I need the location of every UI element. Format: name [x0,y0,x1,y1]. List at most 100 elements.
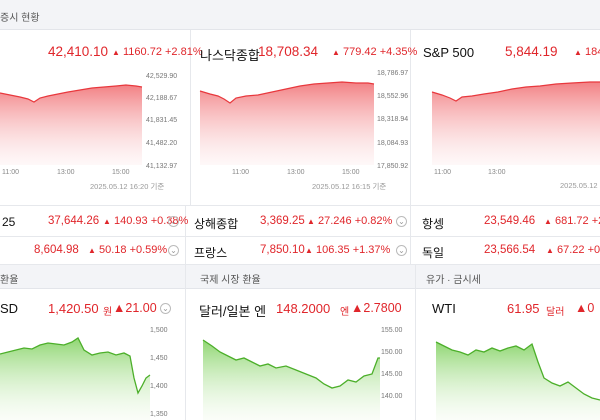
y-tick: 42,529.90 [146,73,178,80]
item-change: ▲ 681.72 +2 [544,215,600,227]
fx-name: WTI [432,301,456,316]
y-tick: 18,084.93 [377,140,409,147]
item-value: 7,850.10 [260,244,305,256]
section-title: 증시 현황 [0,13,40,24]
line-dow [0,84,143,103]
y-tick: 1,500 [150,327,168,334]
y-tick: 140.00 [381,393,403,400]
section-title: 국제 시장 환율 [200,275,261,286]
divider [410,205,411,264]
y-tick: 1,450 [150,355,168,362]
summary-item[interactable]: 상해종합 3,369.25 ▲ 27.246 +0.82% ⌄ [185,206,410,236]
index-panel-dow[interactable]: 42,410.10 ▲ 1160.72 +2.81% 42,529.90 42,… [0,30,203,205]
fx-panel-wti[interactable]: WTI 61.95 달러 ▲0 [415,289,600,420]
divider [0,205,600,206]
fx-change: ▲0 [575,301,595,315]
chevron-down-icon[interactable]: ⌄ [168,245,179,256]
x-tick: 13:00 [57,169,75,176]
line-usd [0,337,151,395]
fx-value: 1,420.50 [48,301,99,316]
area-usd [0,338,150,420]
fx-change: ▲2.7800 [351,301,402,315]
x-tick: 11:00 [232,169,249,176]
summary-item[interactable]: 항셍 23,549.46 ▲ 681.72 +2 [410,206,600,236]
y-tick: 42,188.67 [146,95,178,102]
item-change: ▲ 50.18 +0.59% [88,244,168,256]
index-value: 42,410.10 [48,44,109,59]
line-wti [435,341,600,401]
chevron-down-icon[interactable]: ⌄ [396,216,407,227]
summary-item[interactable]: 8,604.98 ▲ 50.18 +0.59% ⌄ [0,237,185,264]
chart-nasdaq [199,81,375,165]
x-tick: 11:00 [434,169,451,176]
item-name: 항셍 [422,217,445,231]
market-status-header: 증시 현황 [0,0,600,30]
item-value: 23,549.46 [484,215,536,227]
item-change: ▲ 140.93 +0.38% [103,215,189,227]
item-name: 상해종합 [194,217,239,231]
y-tick: 18,318.94 [377,116,409,123]
area-dow [0,85,142,165]
summary-item[interactable]: 프랑스 7,850.10 ▲ 106.35 +1.37% ⌄ [185,237,410,264]
fx-panel-usdjpy[interactable]: 달러/일본 엔 148.2000 엔 ▲2.7800 155.00 150.00… [185,289,415,420]
item-change: ▲ 67.22 +0 [546,244,600,256]
fx-panel-usd[interactable]: SD 1,420.50 원 ▲21.00 ⌄ 1,500 1,450 1,400… [0,289,185,420]
index-change: ▲ 779.42 +4.35% [332,46,418,58]
index-value: 18,708.34 [258,44,319,59]
chevron-down-icon[interactable]: ⌄ [396,245,407,256]
divider [185,205,186,264]
chart-dow [0,84,143,165]
line-sp500 [431,81,600,102]
y-tick: 1,350 [150,411,168,418]
index-change: ▲ 1160.72 +2.81% [112,46,203,58]
divider [185,265,186,420]
divider [415,265,416,420]
divider [0,236,600,237]
area-wti [436,342,600,420]
divider [190,30,191,205]
x-tick: 11:00 [2,169,19,176]
fx-unit: 달러 [546,307,565,318]
fx-value: 148.2000 [276,301,331,316]
line-usdjpy [202,339,380,389]
x-tick: 15:00 [342,169,360,176]
y-tick: 18,786.97 [377,70,409,77]
item-value: 8,604.98 [34,244,79,256]
index-panel-nasdaq[interactable]: 나스닥종합 18,708.34 ▲ 779.42 +4.35% 18,786.9… [190,30,417,205]
chart-usdjpy [202,339,380,420]
up-triangle-icon: ▲ [332,48,340,57]
y-tick: 150.00 [381,349,403,356]
index-name: 나스닥종합 [200,48,260,63]
index-panel-sp500[interactable]: S&P 500 5,844.19 ▲ 184.28 11:00 13:00 20… [410,30,600,205]
up-triangle-icon: ▲ [113,301,126,315]
summary-item[interactable]: 독일 23,566.54 ▲ 67.22 +0 [410,237,600,264]
up-triangle-icon: ▲ [575,301,588,315]
timestamp: 2025.05.12 16:20 기준 [90,182,165,191]
y-tick: 1,400 [150,383,168,390]
area-nasdaq [200,82,374,165]
line-nasdaq [199,81,375,104]
section-title: 환율 [0,275,19,286]
area-usdjpy [203,340,380,420]
item-name: 25 [2,215,16,229]
fx-name: 달러/일본 엔 [199,304,267,319]
y-tick: 18,552.96 [377,93,409,100]
y-tick: 17,850.92 [377,163,409,170]
up-triangle-icon: ▲ [112,48,120,57]
item-value: 37,644.26 [48,215,100,227]
x-tick: 13:00 [287,169,305,176]
item-value: 23,566.54 [484,244,536,256]
fx-unit: 원 [103,307,113,318]
chevron-down-icon[interactable]: ⌄ [168,216,179,227]
section-title: 유가 · 금시세 [426,275,481,286]
chevron-down-icon[interactable]: ⌄ [160,303,171,314]
chart-wti [435,341,600,420]
y-tick: 41,132.97 [146,163,178,170]
item-name: 독일 [422,246,445,260]
summary-item[interactable]: 25 37,644.26 ▲ 140.93 +0.38% ⌄ [0,206,189,236]
divider [410,30,411,205]
area-sp500 [432,82,600,165]
index-value: 5,844.19 [505,44,558,59]
